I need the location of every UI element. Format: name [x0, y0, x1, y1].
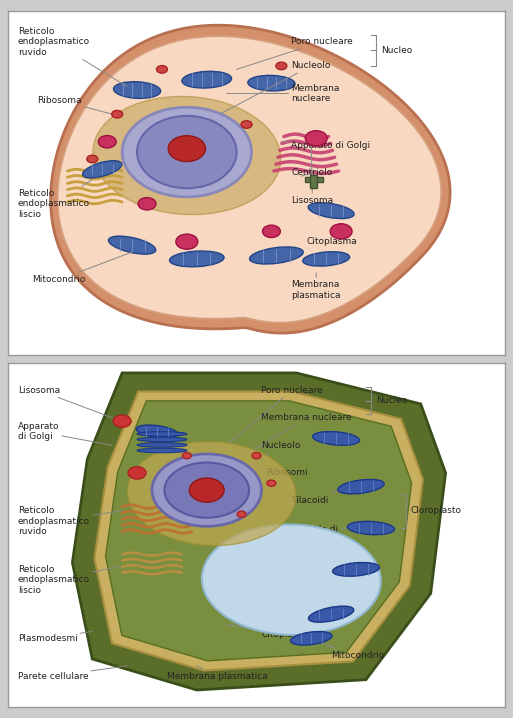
Ellipse shape [83, 161, 122, 178]
Ellipse shape [332, 562, 380, 577]
Ellipse shape [313, 432, 360, 445]
Ellipse shape [347, 521, 394, 535]
Polygon shape [57, 37, 441, 322]
Circle shape [330, 224, 352, 239]
Ellipse shape [137, 432, 187, 436]
Circle shape [305, 131, 327, 146]
Text: Membrana
plasmatica: Membrana plasmatica [291, 273, 341, 299]
Ellipse shape [122, 107, 251, 197]
Text: Nucleolo: Nucleolo [212, 441, 301, 490]
Text: Lisosoma: Lisosoma [291, 139, 333, 205]
Text: Membrana plasmatica: Membrana plasmatica [167, 666, 268, 681]
Ellipse shape [189, 478, 224, 502]
Circle shape [112, 111, 123, 118]
Bar [305, 177, 323, 182]
Polygon shape [106, 401, 411, 661]
Ellipse shape [308, 202, 354, 218]
Text: Apparato di Golgi: Apparato di Golgi [282, 141, 370, 149]
Polygon shape [72, 373, 446, 690]
Ellipse shape [248, 75, 295, 91]
Text: Poro nucleare: Poro nucleare [236, 37, 353, 70]
Ellipse shape [308, 606, 354, 623]
Text: Lisosoma: Lisosoma [17, 386, 112, 418]
Ellipse shape [137, 437, 187, 442]
Text: Ribosomi: Ribosomi [251, 466, 308, 477]
Text: Granulo di
amido: Granulo di amido [291, 525, 346, 545]
Circle shape [252, 452, 261, 459]
Ellipse shape [338, 480, 384, 494]
Text: Citoplasma: Citoplasma [306, 228, 357, 246]
Text: Ribosoma: Ribosoma [37, 96, 112, 114]
Ellipse shape [136, 425, 177, 438]
Text: Mitocondrio: Mitocondrio [306, 638, 385, 660]
Circle shape [237, 511, 246, 518]
Ellipse shape [168, 136, 206, 162]
Text: Cloroplasto: Cloroplasto [411, 506, 462, 516]
Circle shape [138, 197, 156, 210]
Ellipse shape [127, 442, 296, 546]
Polygon shape [94, 391, 423, 671]
Text: Centriolo: Centriolo [291, 168, 332, 177]
Circle shape [241, 121, 252, 129]
Ellipse shape [169, 251, 224, 267]
Ellipse shape [165, 462, 249, 518]
Circle shape [182, 452, 191, 459]
Circle shape [263, 225, 281, 238]
Text: Nucleo: Nucleo [381, 46, 412, 55]
Ellipse shape [152, 454, 262, 526]
Ellipse shape [137, 116, 236, 188]
Polygon shape [51, 25, 450, 333]
Text: Poro nucleare: Poro nucleare [222, 386, 323, 449]
Circle shape [113, 415, 131, 427]
Ellipse shape [137, 448, 187, 453]
Ellipse shape [249, 247, 303, 264]
Text: Reticolo
endoplasmatico
ruvido: Reticolo endoplasmatico ruvido [17, 506, 122, 536]
Text: Membrana
nucleare: Membrana nucleare [227, 84, 340, 103]
Text: Tilacoidi: Tilacoidi [291, 490, 341, 505]
Text: Nucleo: Nucleo [376, 396, 407, 405]
Text: Reticolo
endoplasmatico
liscio: Reticolo endoplasmatico liscio [17, 565, 122, 595]
Circle shape [156, 65, 167, 73]
Ellipse shape [137, 443, 187, 447]
Text: Plasmodesmi: Plasmodesmi [17, 631, 92, 643]
Circle shape [267, 480, 276, 486]
Text: Apparato
di Golgi: Apparato di Golgi [17, 421, 112, 445]
Circle shape [176, 234, 198, 249]
Ellipse shape [113, 82, 161, 98]
Text: Membrana nucleare: Membrana nucleare [227, 414, 352, 466]
Text: Mitocondrio: Mitocondrio [32, 252, 132, 284]
Text: Reticolo
endoplasmatico
ruvido: Reticolo endoplasmatico ruvido [17, 27, 127, 87]
Circle shape [87, 155, 98, 163]
Circle shape [98, 136, 116, 148]
Text: Vacuolo: Vacuolo [286, 583, 342, 595]
Ellipse shape [108, 236, 156, 254]
Ellipse shape [93, 96, 281, 215]
Bar [310, 175, 317, 187]
Ellipse shape [290, 632, 332, 645]
Circle shape [128, 467, 146, 479]
Circle shape [276, 62, 287, 70]
Ellipse shape [202, 525, 381, 635]
Text: Nucleolo: Nucleolo [207, 62, 331, 121]
Ellipse shape [303, 252, 350, 266]
Ellipse shape [182, 71, 231, 88]
Text: Reticolo
endoplasmatico
liscio: Reticolo endoplasmatico liscio [17, 180, 92, 219]
Text: Citoplasma: Citoplasma [227, 625, 312, 639]
Text: Parete cellulare: Parete cellulare [17, 666, 127, 681]
